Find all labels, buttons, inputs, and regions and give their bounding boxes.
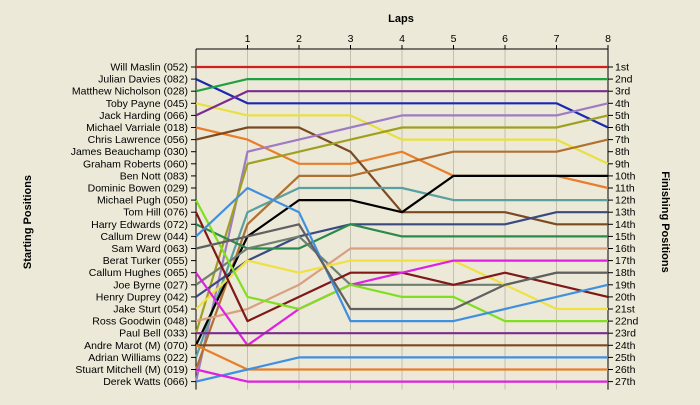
- finish-label-10: 10th: [615, 170, 636, 182]
- series-line-14: [195, 223, 608, 250]
- finish-label-18: 18th: [615, 267, 636, 279]
- finish-label-11: 11th: [615, 183, 635, 195]
- finishing-position-labels: 1st2nd3rd4th5th6th7th8th9th10th11th12th1…: [608, 62, 639, 388]
- start-label-14: Harry Edwards (072): [91, 219, 188, 231]
- finish-label-23: 23rd: [615, 328, 636, 340]
- series-line-25: [195, 344, 608, 371]
- lap-label-6: 6: [502, 33, 508, 45]
- start-label-18: Callum Hughes (065): [89, 267, 188, 279]
- start-label-16: Sam Ward (063): [111, 243, 188, 255]
- finish-label-4: 4th: [615, 98, 630, 110]
- finish-label-3: 3rd: [615, 86, 630, 98]
- start-label-15: Callum Drew (044): [100, 231, 188, 243]
- series-line-13: [195, 211, 608, 298]
- series-line-2: [195, 78, 609, 129]
- start-label-7: Chris Lawrence (056): [88, 134, 188, 146]
- series-line-20: [195, 199, 608, 323]
- start-label-2: Julian Davies (082): [98, 74, 188, 86]
- lap-gridlines: [247, 49, 609, 390]
- start-label-6: Michael Varriale (018): [86, 122, 188, 134]
- start-label-12: Michael Pugh (050): [97, 195, 188, 207]
- start-label-23: Paul Bell (033): [119, 328, 188, 340]
- finish-label-13: 13th: [615, 207, 636, 219]
- lap-tick-labels: 1 2 3 4 5 6 7 8: [245, 33, 611, 49]
- right-axis-label: Finishing Positions: [659, 171, 671, 272]
- lap-label-1: 1: [245, 33, 251, 45]
- series-line-22: [195, 223, 608, 311]
- lap-label-5: 5: [451, 33, 457, 45]
- start-label-21: Jake Sturt (054): [113, 304, 188, 316]
- finish-label-16: 16th: [615, 243, 636, 255]
- start-label-4: Toby Payne (045): [106, 98, 188, 110]
- lap-label-8: 8: [605, 33, 611, 45]
- start-label-1: Will Maslin (052): [110, 62, 188, 74]
- start-label-25: Adrian Williams (022): [88, 352, 188, 364]
- series-line-27: [195, 368, 608, 383]
- start-label-9: Graham Roberts (060): [83, 158, 188, 170]
- finish-label-15: 15th: [615, 231, 636, 243]
- series-line-26: [195, 356, 608, 383]
- finish-label-17: 17th: [615, 255, 636, 267]
- finish-label-19: 19th: [615, 279, 636, 291]
- start-label-5: Jack Harding (066): [99, 110, 188, 122]
- lap-label-2: 2: [296, 33, 302, 45]
- finish-label-26: 26th: [615, 364, 636, 376]
- finish-label-7: 7th: [615, 134, 630, 146]
- start-label-26: Stuart Mitchell (M) (019): [75, 364, 188, 376]
- lap-label-3: 3: [348, 33, 354, 45]
- finish-label-6: 6th: [615, 122, 630, 134]
- start-label-22: Ross Goodwin (048): [92, 316, 188, 328]
- series-line-12: [195, 174, 608, 346]
- starting-position-labels: Will Maslin (052)Julian Davies (082)Matt…: [71, 62, 196, 388]
- series-line-9: [194, 114, 609, 334]
- start-label-24: Andre Marot (M) (070): [84, 340, 188, 352]
- series-lines: [194, 65, 609, 383]
- start-label-13: Tom Hill (076): [123, 207, 188, 219]
- series-line-4: [195, 102, 609, 165]
- finish-label-27: 27th: [615, 376, 636, 388]
- finish-label-8: 8th: [615, 146, 630, 158]
- start-label-3: Matthew Nicholson (028): [72, 86, 188, 98]
- series-line-11: [194, 186, 608, 358]
- lap-label-4: 4: [399, 33, 405, 45]
- series-line-8: [194, 102, 609, 382]
- finish-label-14: 14th: [615, 219, 636, 231]
- finish-label-1: 1st: [615, 62, 629, 74]
- finish-label-24: 24th: [615, 340, 636, 352]
- series-line-3: [195, 77, 608, 93]
- finish-label-5: 5th: [615, 110, 630, 122]
- start-label-19: Joe Byrne (027): [113, 279, 188, 291]
- lap-label-7: 7: [554, 33, 560, 45]
- start-label-10: Ben Nott (083): [120, 170, 188, 182]
- series-line-5: [195, 90, 608, 117]
- series-line-10: [194, 138, 609, 370]
- finish-label-20: 20th: [615, 291, 636, 303]
- finish-label-9: 9th: [615, 158, 630, 170]
- finish-label-22: 22nd: [615, 316, 639, 328]
- start-label-27: Derek Watts (066): [103, 376, 188, 388]
- finish-label-2: 2nd: [615, 74, 633, 86]
- finish-label-12: 12th: [615, 195, 636, 207]
- series-line-21: [195, 186, 609, 323]
- left-axis-label: Starting Positions: [22, 175, 34, 269]
- finish-label-21: 21st: [615, 304, 635, 316]
- start-label-17: Berat Turker (055): [103, 255, 188, 267]
- start-label-8: James Beauchamp (030): [71, 146, 188, 158]
- start-label-11: Dominic Bowen (029): [88, 183, 188, 195]
- finish-label-25: 25th: [615, 352, 636, 364]
- start-label-20: Henry Duprey (042): [96, 291, 188, 303]
- chart-title: Laps: [388, 13, 414, 25]
